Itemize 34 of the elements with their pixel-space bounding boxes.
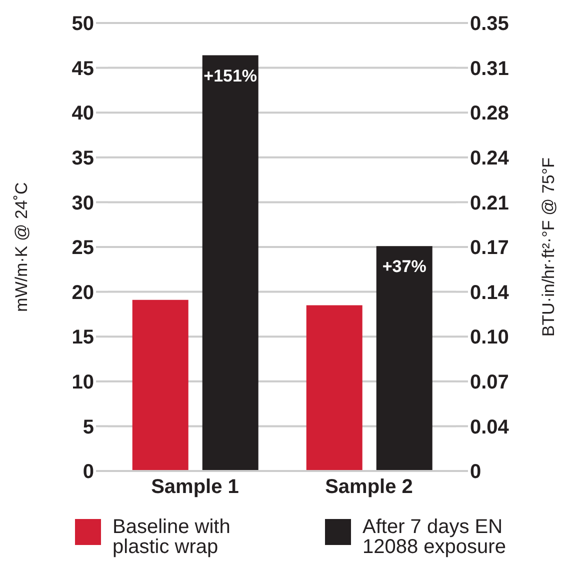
y2-tick-label: 0.21	[470, 192, 509, 214]
bar	[376, 246, 432, 471]
y-tick-label: 5	[82, 416, 94, 438]
y2-tick-label: 0.35	[470, 13, 509, 36]
y2-tick-label: 0.17	[470, 237, 509, 260]
y-tick-label: 45	[72, 58, 94, 80]
y2-tick-label: 0.07	[470, 372, 509, 394]
y-tick-label: 15	[72, 326, 94, 349]
y2-tick-label: 0.14	[470, 282, 510, 304]
x-tick-label: Sample 1	[151, 476, 239, 498]
y-tick-label: 25	[72, 237, 94, 260]
y-tick-label: 10	[72, 372, 94, 394]
annotation: +151%	[204, 66, 258, 86]
y-tick-label: 50	[72, 13, 94, 36]
bar	[132, 300, 188, 471]
y2-tick-label: 0.04	[470, 416, 510, 438]
y2-tick-label: 0.10	[470, 326, 509, 349]
y2-tick-label: 0.31	[470, 58, 509, 80]
y-tick-label: 35	[72, 148, 94, 170]
y2-tick-label: 0	[470, 461, 482, 484]
legend-label: Baseline with plastic wrap	[112, 516, 232, 558]
y-tick-label: 40	[72, 102, 94, 125]
legend-label: After 7 days EN 12088 exposure	[362, 516, 507, 558]
x-tick-label: Sample 2	[325, 476, 413, 498]
y2-axis-title: BTU·in/hr·ft²·°F @ 75°F	[539, 157, 558, 337]
annotation: +37%	[382, 257, 426, 276]
y-tick-label: 0	[82, 461, 94, 484]
y2-tick-label: 0.24	[470, 148, 510, 170]
bar	[202, 55, 258, 471]
y-tick-label: 30	[72, 192, 94, 214]
y-tick-label: 20	[72, 282, 94, 304]
bar	[306, 305, 362, 471]
y2-tick-label: 0.28	[470, 102, 509, 125]
y-axis-title: mW/m·K @ 24˚C	[12, 182, 32, 312]
